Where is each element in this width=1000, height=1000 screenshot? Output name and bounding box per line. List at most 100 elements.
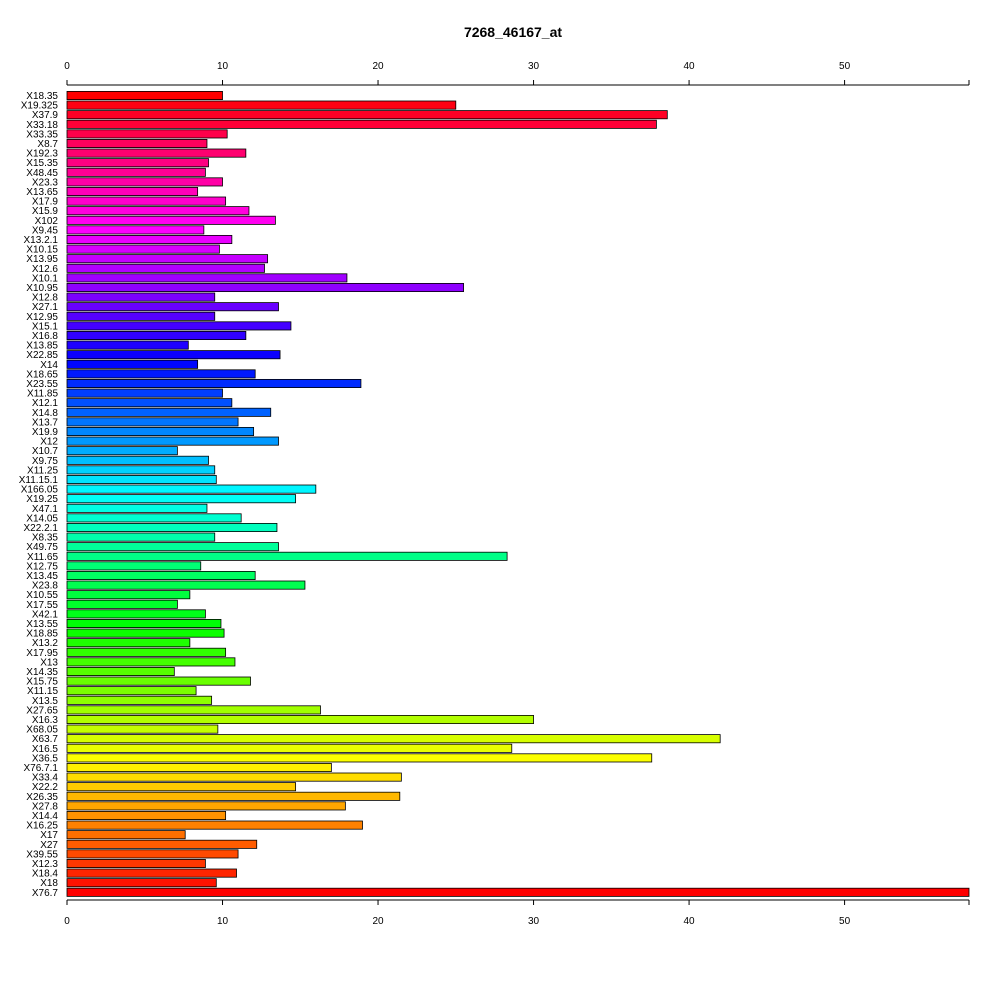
bar (66, 887, 970, 897)
category-label: X18.65 (26, 369, 58, 380)
category-label: X18.85 (26, 629, 58, 640)
bar (66, 302, 279, 312)
bar (66, 619, 222, 629)
category-label: X27.65 (26, 705, 58, 716)
category-label: X16.8 (32, 331, 59, 342)
category-label: X14.35 (26, 667, 58, 678)
bar (66, 878, 217, 888)
tick-label: 40 (684, 61, 696, 72)
bar (66, 225, 205, 235)
category-label: X23.8 (32, 581, 59, 592)
tick-label: 0 (64, 61, 70, 72)
bar (66, 657, 236, 667)
category-label: X76.7.1 (24, 763, 59, 774)
category-label: X22.2 (32, 782, 59, 793)
category-label: X17.55 (26, 600, 58, 611)
chart-title: 7268_46167_at (464, 24, 562, 40)
bar (66, 407, 272, 417)
bar (66, 676, 251, 686)
category-label: X47.1 (32, 504, 59, 515)
bar (66, 388, 223, 398)
tick-label: 30 (528, 61, 540, 72)
category-label: X192.3 (26, 149, 58, 160)
bar (66, 110, 668, 120)
bar (66, 734, 721, 744)
category-label: X13 (40, 657, 58, 668)
bar (66, 282, 464, 292)
tick-label: 10 (217, 61, 229, 72)
bar (66, 571, 256, 581)
category-label: X12.6 (32, 264, 59, 275)
bar (66, 244, 220, 254)
bar (66, 513, 242, 523)
tick-label: 30 (528, 916, 540, 927)
category-label: X68.05 (26, 725, 58, 736)
bar (66, 820, 363, 830)
category-label: X15.9 (32, 206, 59, 217)
bar (66, 91, 223, 101)
tick-label: 20 (372, 916, 384, 927)
category-label: X42.1 (32, 609, 59, 620)
category-label: X11.65 (27, 552, 58, 563)
bar (66, 561, 202, 571)
category-label: X33.4 (32, 773, 59, 784)
bar (66, 811, 227, 821)
category-label: X17.95 (26, 648, 58, 659)
category-label: X13.65 (26, 187, 58, 198)
category-label: X18 (40, 878, 58, 889)
bar (66, 859, 206, 869)
bar (66, 186, 199, 196)
tick-label: 0 (64, 916, 70, 927)
category-label: X13.5 (32, 696, 59, 707)
tick-label: 10 (217, 916, 229, 927)
category-label: X17 (40, 830, 58, 841)
category-label: X8.35 (32, 533, 59, 544)
category-label: X23.3 (32, 177, 59, 188)
bar (66, 436, 279, 446)
bar (66, 772, 402, 782)
bar (66, 599, 178, 609)
bar (66, 715, 534, 725)
category-label: X27 (40, 840, 58, 851)
category-label: X14.4 (32, 811, 59, 822)
bar (66, 138, 208, 148)
bar (66, 465, 216, 475)
category-label: X19.325 (21, 101, 59, 112)
bar (66, 273, 348, 283)
bar (66, 426, 255, 436)
bar (66, 129, 228, 139)
category-label: X39.55 (26, 849, 58, 860)
category-label: X11.15 (27, 686, 58, 697)
bar (66, 215, 276, 225)
category-label: X23.55 (26, 379, 58, 390)
category-label: X12.1 (32, 398, 59, 409)
bar (66, 206, 250, 216)
bar (66, 667, 175, 677)
bar (66, 791, 401, 801)
category-label: X18.35 (26, 91, 58, 102)
bar (66, 330, 247, 340)
bar (66, 494, 297, 504)
bar (66, 340, 189, 350)
bar (66, 753, 653, 763)
category-label: X76.7 (32, 888, 59, 899)
bar (66, 839, 258, 849)
category-label: X27.8 (32, 801, 59, 812)
bar (66, 196, 227, 206)
category-label: X10.95 (26, 283, 58, 294)
bar (66, 647, 227, 657)
bar (66, 763, 332, 773)
tick-label: 50 (839, 61, 851, 72)
bar (66, 484, 317, 494)
category-label: X13.85 (26, 341, 58, 352)
category-label: X49.75 (26, 542, 58, 553)
category-label: X12.75 (26, 561, 58, 572)
bar (66, 398, 233, 408)
bar (66, 542, 279, 552)
bar (66, 177, 223, 187)
category-label: X63.7 (32, 734, 59, 745)
bar (66, 628, 225, 638)
category-label: X13.95 (26, 254, 58, 265)
bar (66, 686, 197, 696)
